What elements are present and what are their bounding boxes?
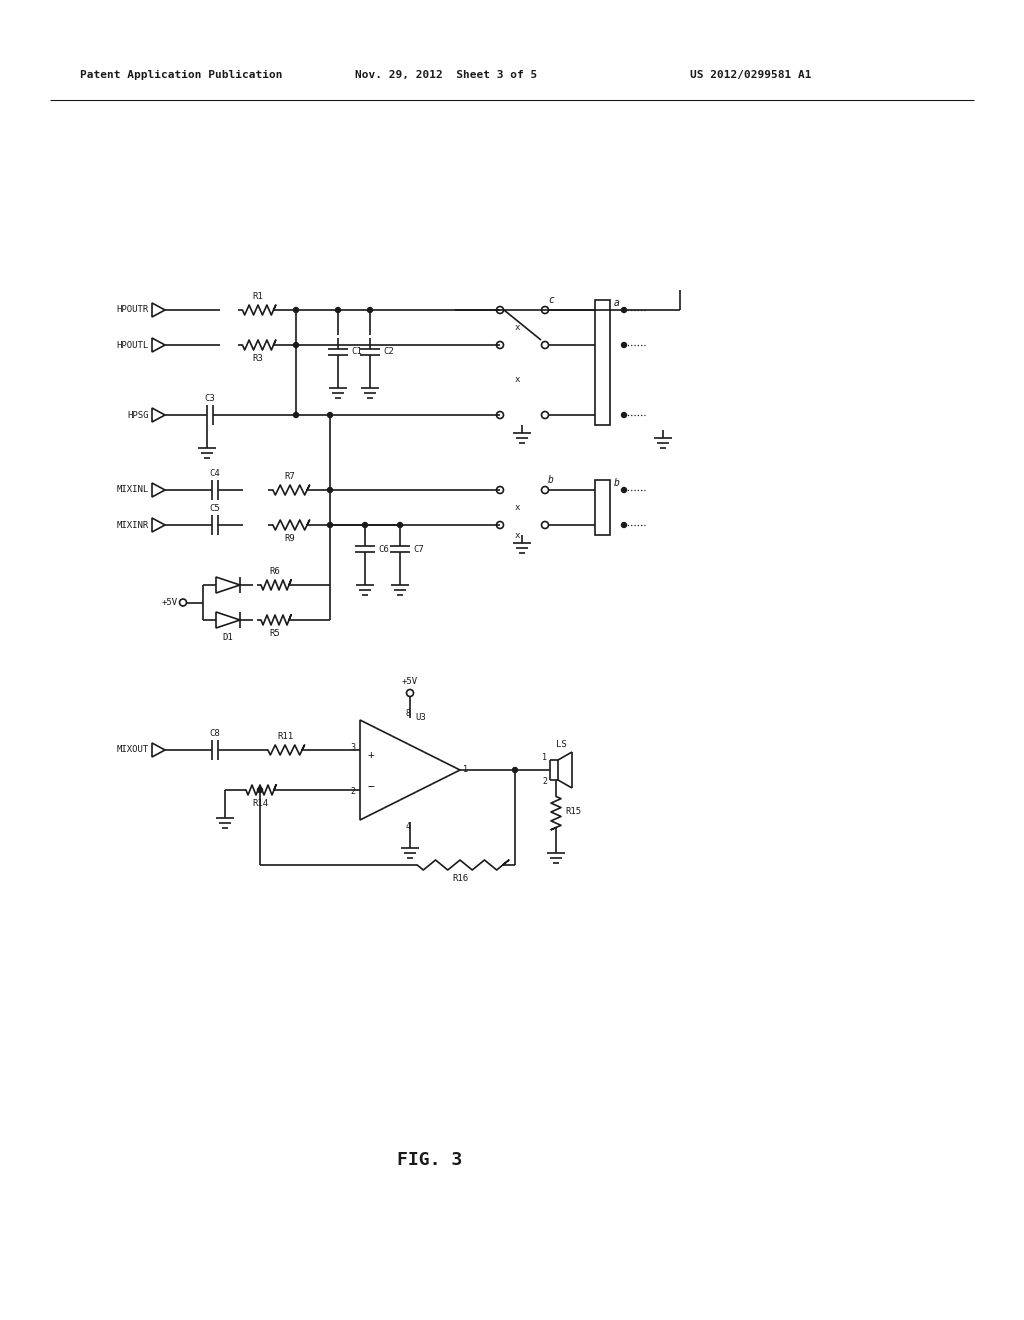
Circle shape xyxy=(328,412,333,417)
Circle shape xyxy=(257,788,262,792)
Text: R9: R9 xyxy=(285,535,295,543)
Circle shape xyxy=(368,308,373,313)
Text: R16: R16 xyxy=(452,874,468,883)
Text: LS: LS xyxy=(556,741,566,748)
Text: 1: 1 xyxy=(542,754,547,763)
Text: R6: R6 xyxy=(269,568,281,576)
Text: C4: C4 xyxy=(210,469,220,478)
Text: US 2012/0299581 A1: US 2012/0299581 A1 xyxy=(690,70,811,81)
Circle shape xyxy=(622,412,627,417)
Circle shape xyxy=(512,767,517,772)
Text: 3: 3 xyxy=(350,743,355,752)
Text: 1: 1 xyxy=(463,766,468,775)
Circle shape xyxy=(294,342,299,347)
Text: 8: 8 xyxy=(406,709,411,718)
Circle shape xyxy=(622,523,627,528)
Text: 4: 4 xyxy=(406,822,411,832)
Circle shape xyxy=(362,523,368,528)
Text: C6: C6 xyxy=(378,544,389,553)
Bar xyxy=(595,300,610,425)
Text: R7: R7 xyxy=(285,473,295,480)
Text: x: x xyxy=(515,375,520,384)
Circle shape xyxy=(336,308,341,313)
Text: R14: R14 xyxy=(252,799,268,808)
Text: x: x xyxy=(515,323,520,333)
Circle shape xyxy=(328,523,333,528)
Circle shape xyxy=(622,487,627,492)
Text: b: b xyxy=(614,478,620,488)
Text: Nov. 29, 2012  Sheet 3 of 5: Nov. 29, 2012 Sheet 3 of 5 xyxy=(355,70,538,81)
Text: HPOUTL: HPOUTL xyxy=(117,341,150,350)
Text: x: x xyxy=(515,503,520,512)
Text: C5: C5 xyxy=(210,504,220,513)
Text: MIXOUT: MIXOUT xyxy=(117,746,150,755)
Text: C1: C1 xyxy=(351,347,361,356)
Text: R15: R15 xyxy=(565,808,582,817)
Text: +: + xyxy=(368,750,375,760)
Text: +5V: +5V xyxy=(402,677,418,686)
Text: MIXINL: MIXINL xyxy=(117,486,150,495)
Text: C8: C8 xyxy=(210,729,220,738)
Text: 2: 2 xyxy=(542,777,547,787)
Text: R1: R1 xyxy=(253,292,263,301)
Text: +5V: +5V xyxy=(162,598,178,607)
Text: C2: C2 xyxy=(383,347,394,356)
Text: c: c xyxy=(548,294,554,305)
Text: HPSG: HPSG xyxy=(128,411,150,420)
Text: U3: U3 xyxy=(415,713,426,722)
Text: −: − xyxy=(368,781,375,792)
Circle shape xyxy=(622,342,627,347)
Circle shape xyxy=(294,412,299,417)
Text: MIXINR: MIXINR xyxy=(117,520,150,529)
Text: HPOUTR: HPOUTR xyxy=(117,305,150,314)
Text: R5: R5 xyxy=(269,630,281,638)
Text: FIG. 3: FIG. 3 xyxy=(397,1151,463,1170)
Text: R11: R11 xyxy=(276,733,293,741)
Text: b: b xyxy=(548,475,554,484)
Text: R3: R3 xyxy=(253,354,263,363)
Bar xyxy=(595,480,610,535)
Text: C3: C3 xyxy=(205,393,215,403)
Circle shape xyxy=(622,308,627,313)
Circle shape xyxy=(397,523,402,528)
Text: Patent Application Publication: Patent Application Publication xyxy=(80,70,283,81)
Text: 2: 2 xyxy=(350,788,355,796)
Circle shape xyxy=(294,308,299,313)
Text: C7: C7 xyxy=(413,544,424,553)
Text: a: a xyxy=(614,298,620,308)
Text: x: x xyxy=(515,531,520,540)
Circle shape xyxy=(328,487,333,492)
Text: D1: D1 xyxy=(222,634,233,642)
